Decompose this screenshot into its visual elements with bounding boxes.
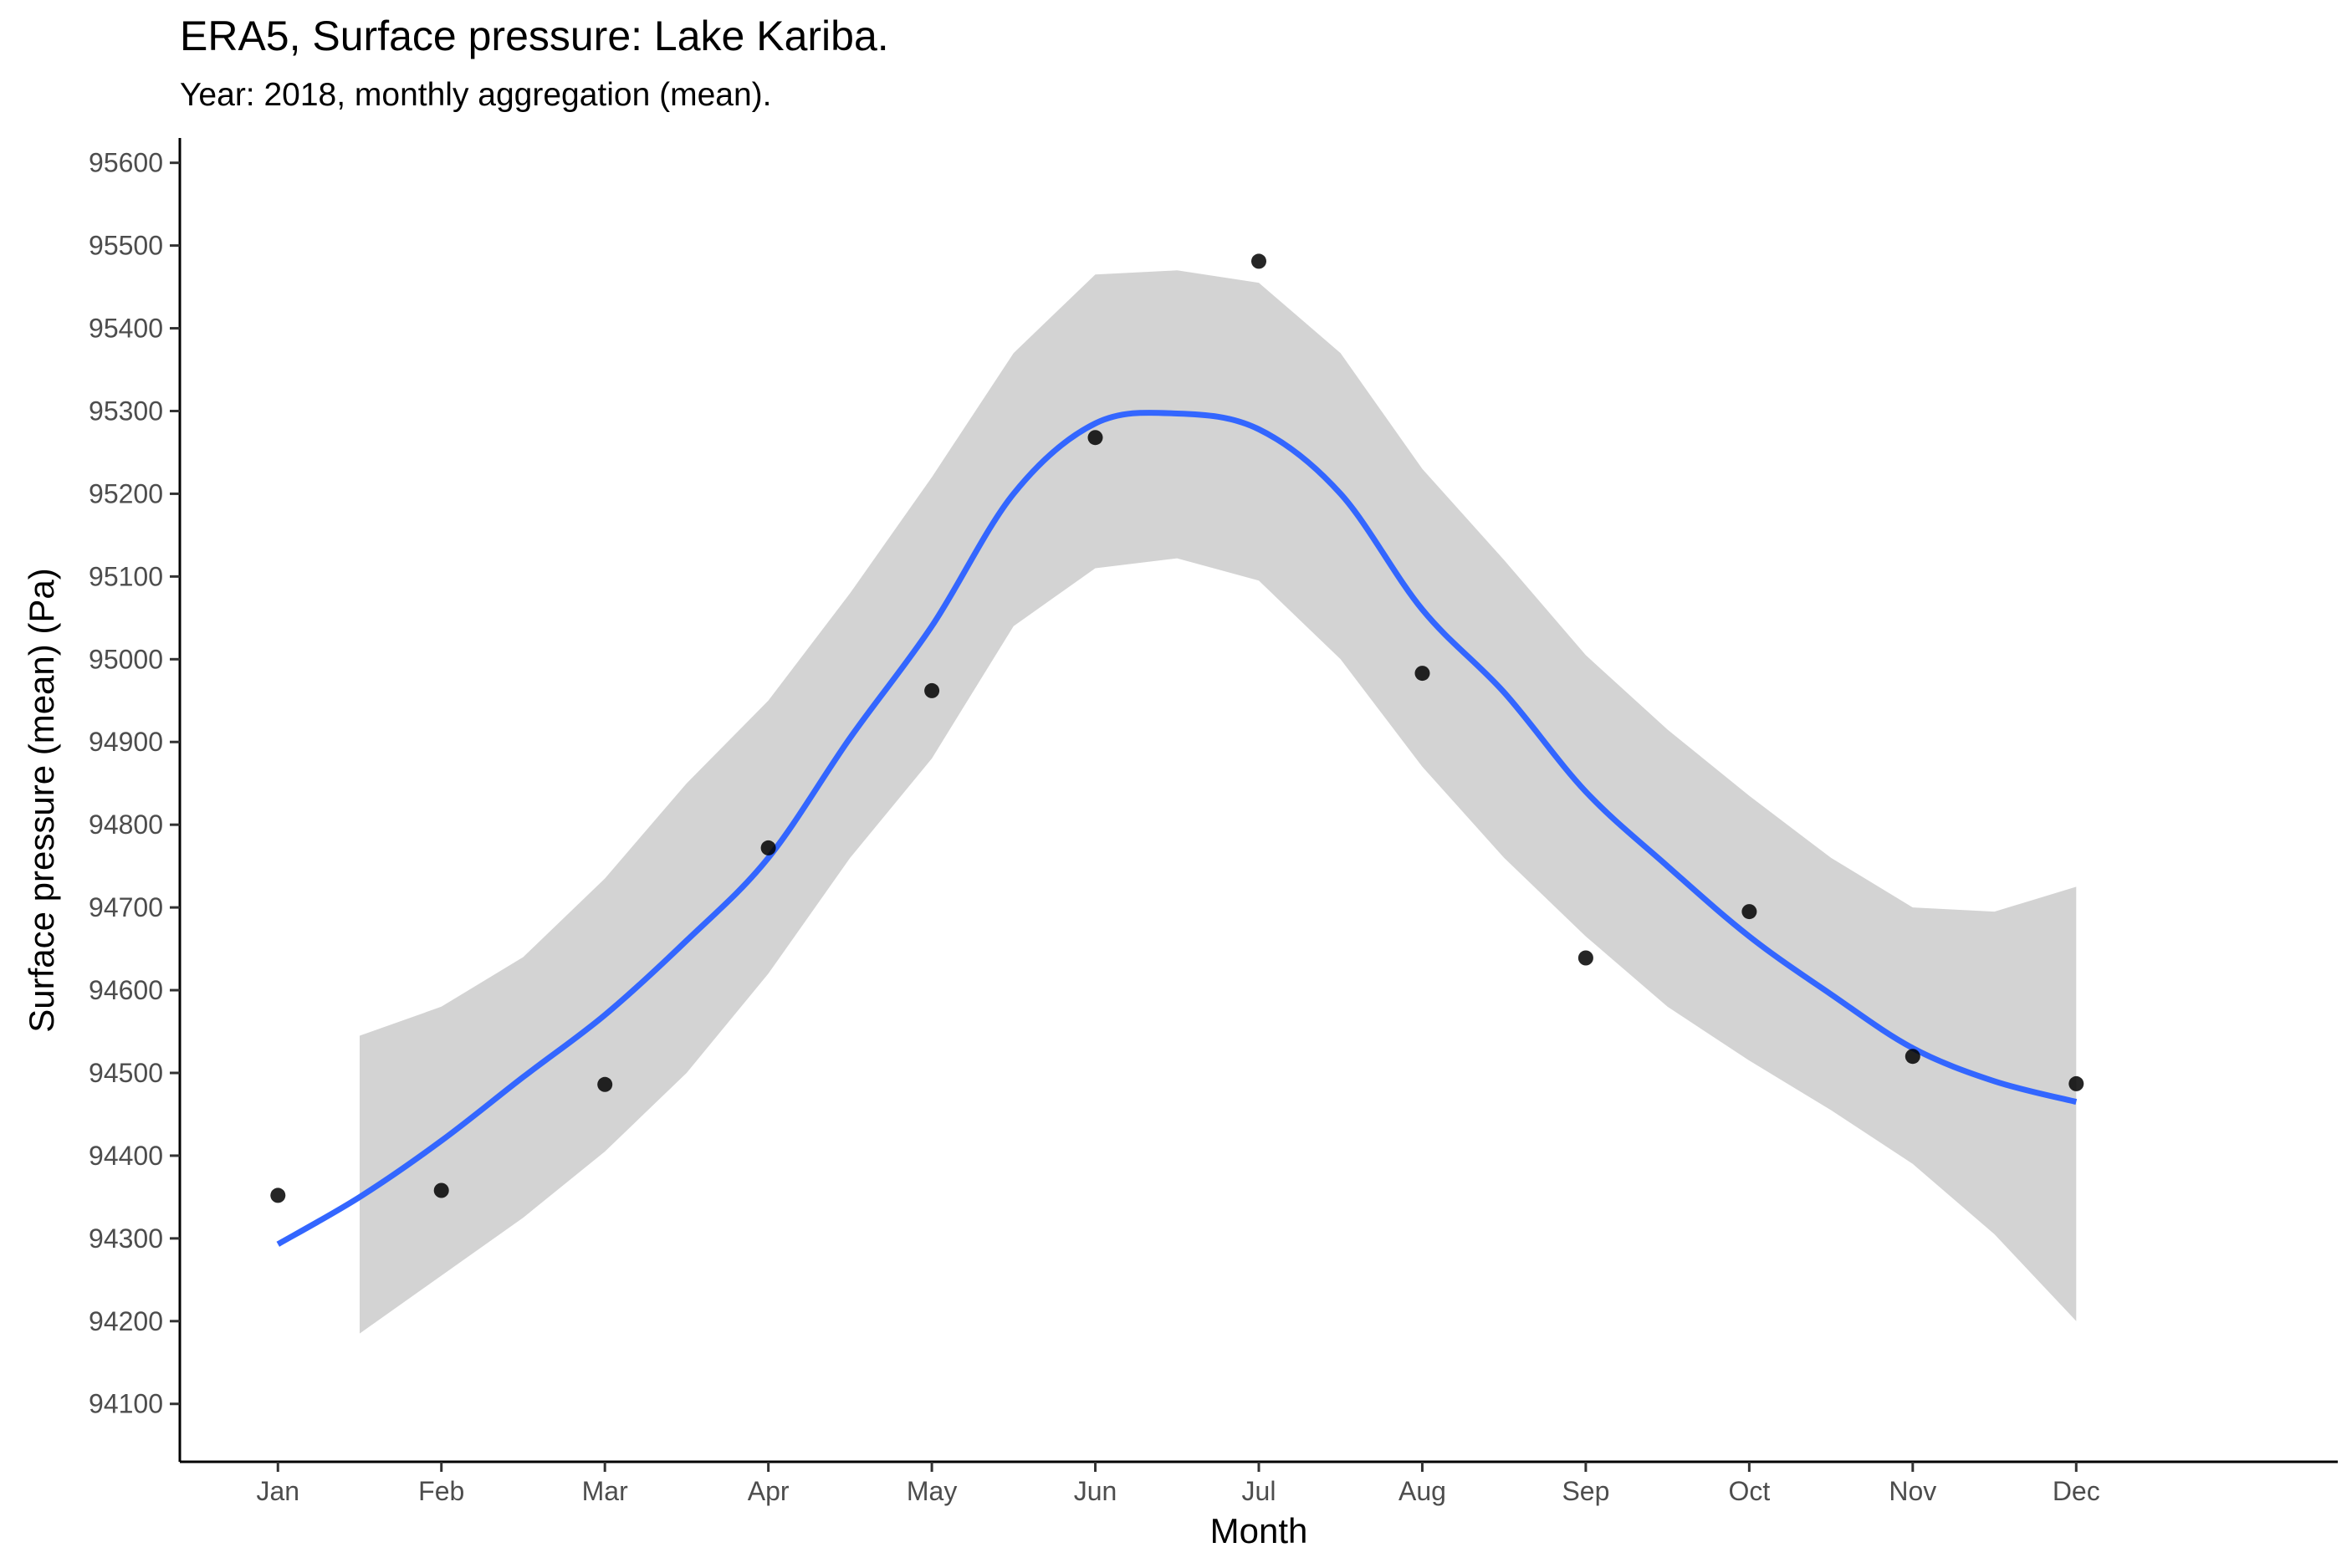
data-point-sep	[1577, 950, 1593, 966]
data-point-jan	[270, 1187, 286, 1203]
y-tick-label: 94500	[89, 1058, 163, 1088]
data-points-layer	[270, 253, 2084, 1203]
x-tick-label-sep: Sep	[1562, 1476, 1609, 1506]
y-tick-label: 94400	[89, 1141, 163, 1171]
x-tick-label-nov: Nov	[1889, 1476, 1936, 1506]
data-point-apr	[760, 840, 776, 856]
y-tick-label: 95500	[89, 231, 163, 261]
y-tick-label: 94200	[89, 1306, 163, 1336]
y-tick-label: 95600	[89, 148, 163, 178]
x-tick-label-may: May	[907, 1476, 957, 1506]
data-point-oct	[1741, 904, 1757, 920]
chart-subtitle: Year: 2018, monthly aggregation (mean).	[180, 77, 772, 113]
y-tick-label: 95000	[89, 644, 163, 674]
confidence-band	[360, 270, 2077, 1334]
y-tick-label: 94100	[89, 1389, 163, 1419]
data-point-nov	[1905, 1049, 1920, 1065]
x-tick-label-feb: Feb	[418, 1476, 464, 1506]
y-tick-label: 95100	[89, 561, 163, 591]
y-tick-label: 95200	[89, 478, 163, 508]
y-axis-ticks: 94100 94200 94300 94400 94500 94600 94700 94800…	[89, 148, 180, 1419]
x-tick-label-mar: Mar	[582, 1476, 628, 1506]
confidence-band-layer	[360, 270, 2077, 1334]
y-tick-label: 94300	[89, 1223, 163, 1254]
x-tick-label-aug: Aug	[1398, 1476, 1446, 1506]
x-axis-title: Month	[1210, 1511, 1308, 1550]
y-tick-label: 94900	[89, 727, 163, 757]
y-tick-label: 95300	[89, 396, 163, 426]
x-tick-label-dec: Dec	[2053, 1476, 2100, 1506]
data-point-may	[924, 682, 940, 698]
data-point-aug	[1414, 666, 1430, 682]
x-tick-label-jul: Jul	[1242, 1476, 1276, 1506]
chart-title: ERA5, Surface pressure: Lake Kariba.	[180, 13, 889, 59]
x-axis-ticks: Jan Feb Mar Apr May Jun Jul Aug Sep Oct Nov Dec	[256, 1462, 2100, 1506]
y-tick-label: 94800	[89, 810, 163, 840]
x-tick-label-apr: Apr	[748, 1476, 790, 1506]
data-point-jun	[1087, 430, 1103, 446]
x-tick-label-jan: Jan	[256, 1476, 299, 1506]
x-tick-label-jun: Jun	[1074, 1476, 1117, 1506]
y-tick-label: 95400	[89, 314, 163, 344]
data-point-jul	[1251, 253, 1266, 269]
y-axis-title: Surface pressure (mean) (Pa)	[22, 568, 61, 1033]
smooth-line-layer	[276, 409, 2078, 1247]
y-tick-label: 94700	[89, 892, 163, 922]
data-point-mar	[597, 1076, 613, 1092]
data-point-dec	[2068, 1075, 2084, 1091]
y-tick-label: 94600	[89, 975, 163, 1005]
smooth-trend-line	[276, 409, 2078, 1247]
x-tick-label-oct: Oct	[1728, 1476, 1770, 1506]
data-point-feb	[433, 1182, 449, 1198]
